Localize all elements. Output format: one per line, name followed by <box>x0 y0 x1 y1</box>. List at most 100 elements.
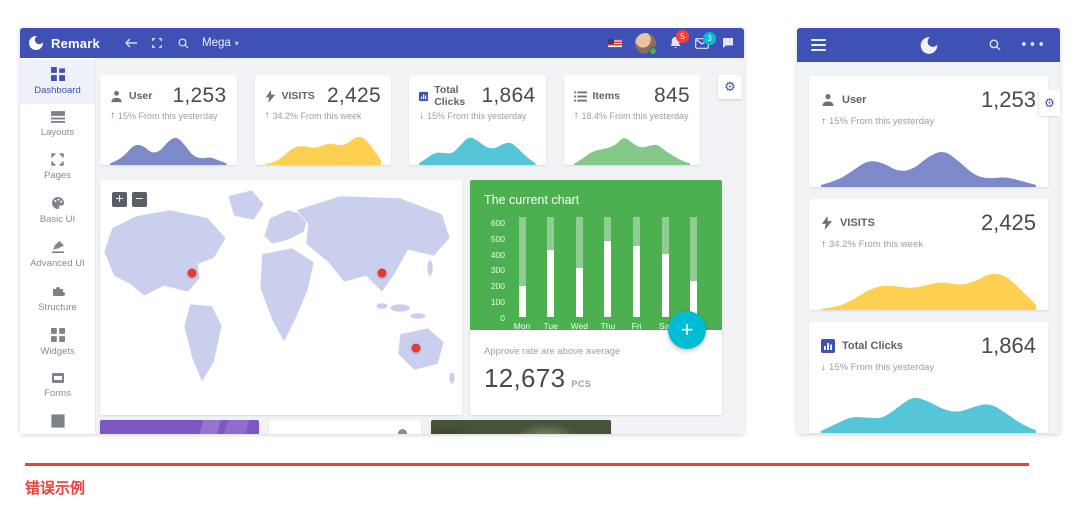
mobile-card-total-clicks[interactable]: Total Clicks 1,864 ↓ 15% From this yeste… <box>809 322 1048 433</box>
north-america-marker[interactable] <box>187 268 197 278</box>
chart-footer-value: 12,673 <box>484 363 566 393</box>
visits-sparkline <box>821 273 1036 310</box>
chat-icon <box>723 38 733 48</box>
red-divider <box>25 463 1029 466</box>
structure-icon <box>52 287 65 296</box>
sidebar-item-label: Layouts <box>40 127 75 138</box>
sidebar-item-forms[interactable]: Forms <box>20 365 95 407</box>
bar-chart-icon <box>419 91 429 101</box>
brand-logo-icon[interactable] <box>919 35 938 55</box>
hamburger-menu-icon[interactable] <box>811 39 826 51</box>
sidebar-item-tables[interactable] <box>20 407 95 434</box>
stat-value: 1,864 <box>481 84 536 107</box>
gear-icon: ⚙ <box>1044 96 1055 110</box>
stat-label: VISITS <box>281 90 315 102</box>
language-flag-icon[interactable] <box>608 38 622 48</box>
trend-text: 15% From this yesterday <box>829 116 935 127</box>
stat-label: VISITS <box>840 217 875 229</box>
map-zoom-in-button[interactable]: + <box>112 192 127 207</box>
mobile-card-visits[interactable]: VISITS 2,425 ↑ 34.2% From this week <box>809 199 1048 310</box>
visits-sparkline <box>264 136 381 165</box>
navbar-left-actions: Mega ▾ <box>120 32 239 54</box>
sidebar-item-label: Pages <box>44 170 71 181</box>
stat-trend: ↑ 34.2% From this week <box>821 239 1036 250</box>
bar-chart-bars: MonTueWedThuFriSatSun <box>512 217 708 331</box>
map-zoom-out-button[interactable]: − <box>132 192 147 207</box>
user-sparkline <box>821 152 1036 187</box>
trend-text: 34.2% From this week <box>272 110 362 121</box>
chart-title: The current chart <box>484 193 580 207</box>
bottom-card-purple[interactable] <box>100 420 259 434</box>
trend-arrow-icon: ↑ <box>573 110 579 121</box>
y-axis-tick: 200 <box>490 281 505 292</box>
search-icon[interactable] <box>172 32 194 54</box>
gear-icon: ⚙ <box>724 79 736 95</box>
sidebar-item-label: Widgets <box>40 346 75 357</box>
australia-marker[interactable] <box>411 343 421 353</box>
layouts-icon <box>50 111 65 123</box>
bottom-card-white[interactable] <box>269 420 421 434</box>
mobile-card-user[interactable]: User 1,253 ↑ 15% From this yesterday <box>809 76 1048 187</box>
fullscreen-icon[interactable] <box>146 32 168 54</box>
stat-card-total-clicks[interactable]: Total Clicks 1,864 ↓ 15% From this yeste… <box>409 75 546 165</box>
sidebar-item-basic-ui[interactable]: Basic UI <box>20 189 95 233</box>
sidebar-item-structure[interactable]: Structure <box>20 277 95 321</box>
stat-label: Total Clicks <box>842 340 903 352</box>
bar-column: Tue <box>543 217 559 331</box>
bar-column: Mon <box>514 217 530 331</box>
user-avatar[interactable] <box>635 32 657 55</box>
chat-button[interactable] <box>722 37 734 49</box>
stat-trend: ↓ 15% From this yesterday <box>419 110 536 121</box>
stat-label: Items <box>592 90 620 102</box>
stat-value: 1,253 <box>980 87 1036 112</box>
stat-card-user[interactable]: User 1,253 ↑ 15% From this yesterday <box>100 75 237 165</box>
brand[interactable]: Remark <box>28 35 120 51</box>
trend-text: 15% From this yesterday <box>829 362 935 373</box>
menu-collapse-icon[interactable] <box>120 32 142 54</box>
sidebar-item-advanced-ui[interactable]: Advanced UI <box>20 233 95 277</box>
sidebar-item-label: Forms <box>44 388 71 399</box>
desktop-screenshot: Remark Mega ▾ <box>20 28 744 434</box>
settings-gear-button[interactable]: ⚙ <box>1039 90 1060 116</box>
chart-footer: Approve rate are above average 12,673 PC… <box>470 330 722 394</box>
world-map-card[interactable]: + − <box>100 180 462 415</box>
east-asia-marker[interactable] <box>377 268 387 278</box>
bar-category-label: Tue <box>543 321 558 331</box>
y-axis-tick: 100 <box>490 297 505 308</box>
search-icon[interactable] <box>984 34 1006 56</box>
sidebar-item-dashboard[interactable]: Dashboard <box>20 60 95 104</box>
mega-menu[interactable]: Mega ▾ <box>202 37 239 49</box>
mobile-body: ⚙ User 1,253 ↑ 15% From this yesterday V… <box>797 62 1060 434</box>
bar-category-label: Wed <box>570 321 588 331</box>
sidebar-item-label: Dashboard <box>34 85 81 96</box>
stat-value: 1,253 <box>172 84 227 107</box>
stat-trend: ↓ 15% From this yesterday <box>821 362 1036 373</box>
stat-value: 2,425 <box>980 210 1036 235</box>
notifications-button[interactable]: 5 <box>669 30 689 50</box>
user-icon <box>822 94 834 106</box>
settings-gear-button[interactable]: ⚙ <box>718 75 742 99</box>
bar-chart-icon <box>821 339 835 353</box>
stat-card-items[interactable]: Items 845 ↑ 18.4% From this yesterday <box>563 75 700 165</box>
stat-value: 1,864 <box>980 333 1036 358</box>
bar-chart-yaxis: 600 500 400 300 200 100 0 <box>484 217 512 323</box>
bar-column: Fri <box>629 217 645 331</box>
stat-card-visits[interactable]: VISITS 2,425 ↑ 34.2% From this week <box>254 75 391 165</box>
sidebar-item-widgets[interactable]: Widgets <box>20 321 95 365</box>
sidebar-item-layouts[interactable]: Layouts <box>20 104 95 146</box>
bar-category-label: Sat <box>658 321 672 331</box>
sidebar-item-pages[interactable]: Pages <box>20 146 95 189</box>
trend-arrow-icon: ↑ <box>110 110 115 121</box>
advanced-ui-icon <box>51 241 64 253</box>
more-options-icon[interactable]: ••• <box>1019 37 1046 53</box>
trend-text: 15% From this yesterday <box>118 110 218 121</box>
message-badge: 3 <box>703 31 716 45</box>
bottom-card-photo[interactable] <box>431 420 611 434</box>
add-button[interactable]: + <box>668 311 706 349</box>
messages-button[interactable]: 3 <box>695 31 716 49</box>
chart-footer-unit: PCS <box>571 379 592 389</box>
widgets-icon <box>50 328 65 342</box>
trend-arrow-icon: ↓ <box>821 362 826 373</box>
sidebar: Dashboard Layouts Pages Basic UI Advance… <box>20 58 96 434</box>
chevron-down-icon: ▾ <box>234 38 239 48</box>
